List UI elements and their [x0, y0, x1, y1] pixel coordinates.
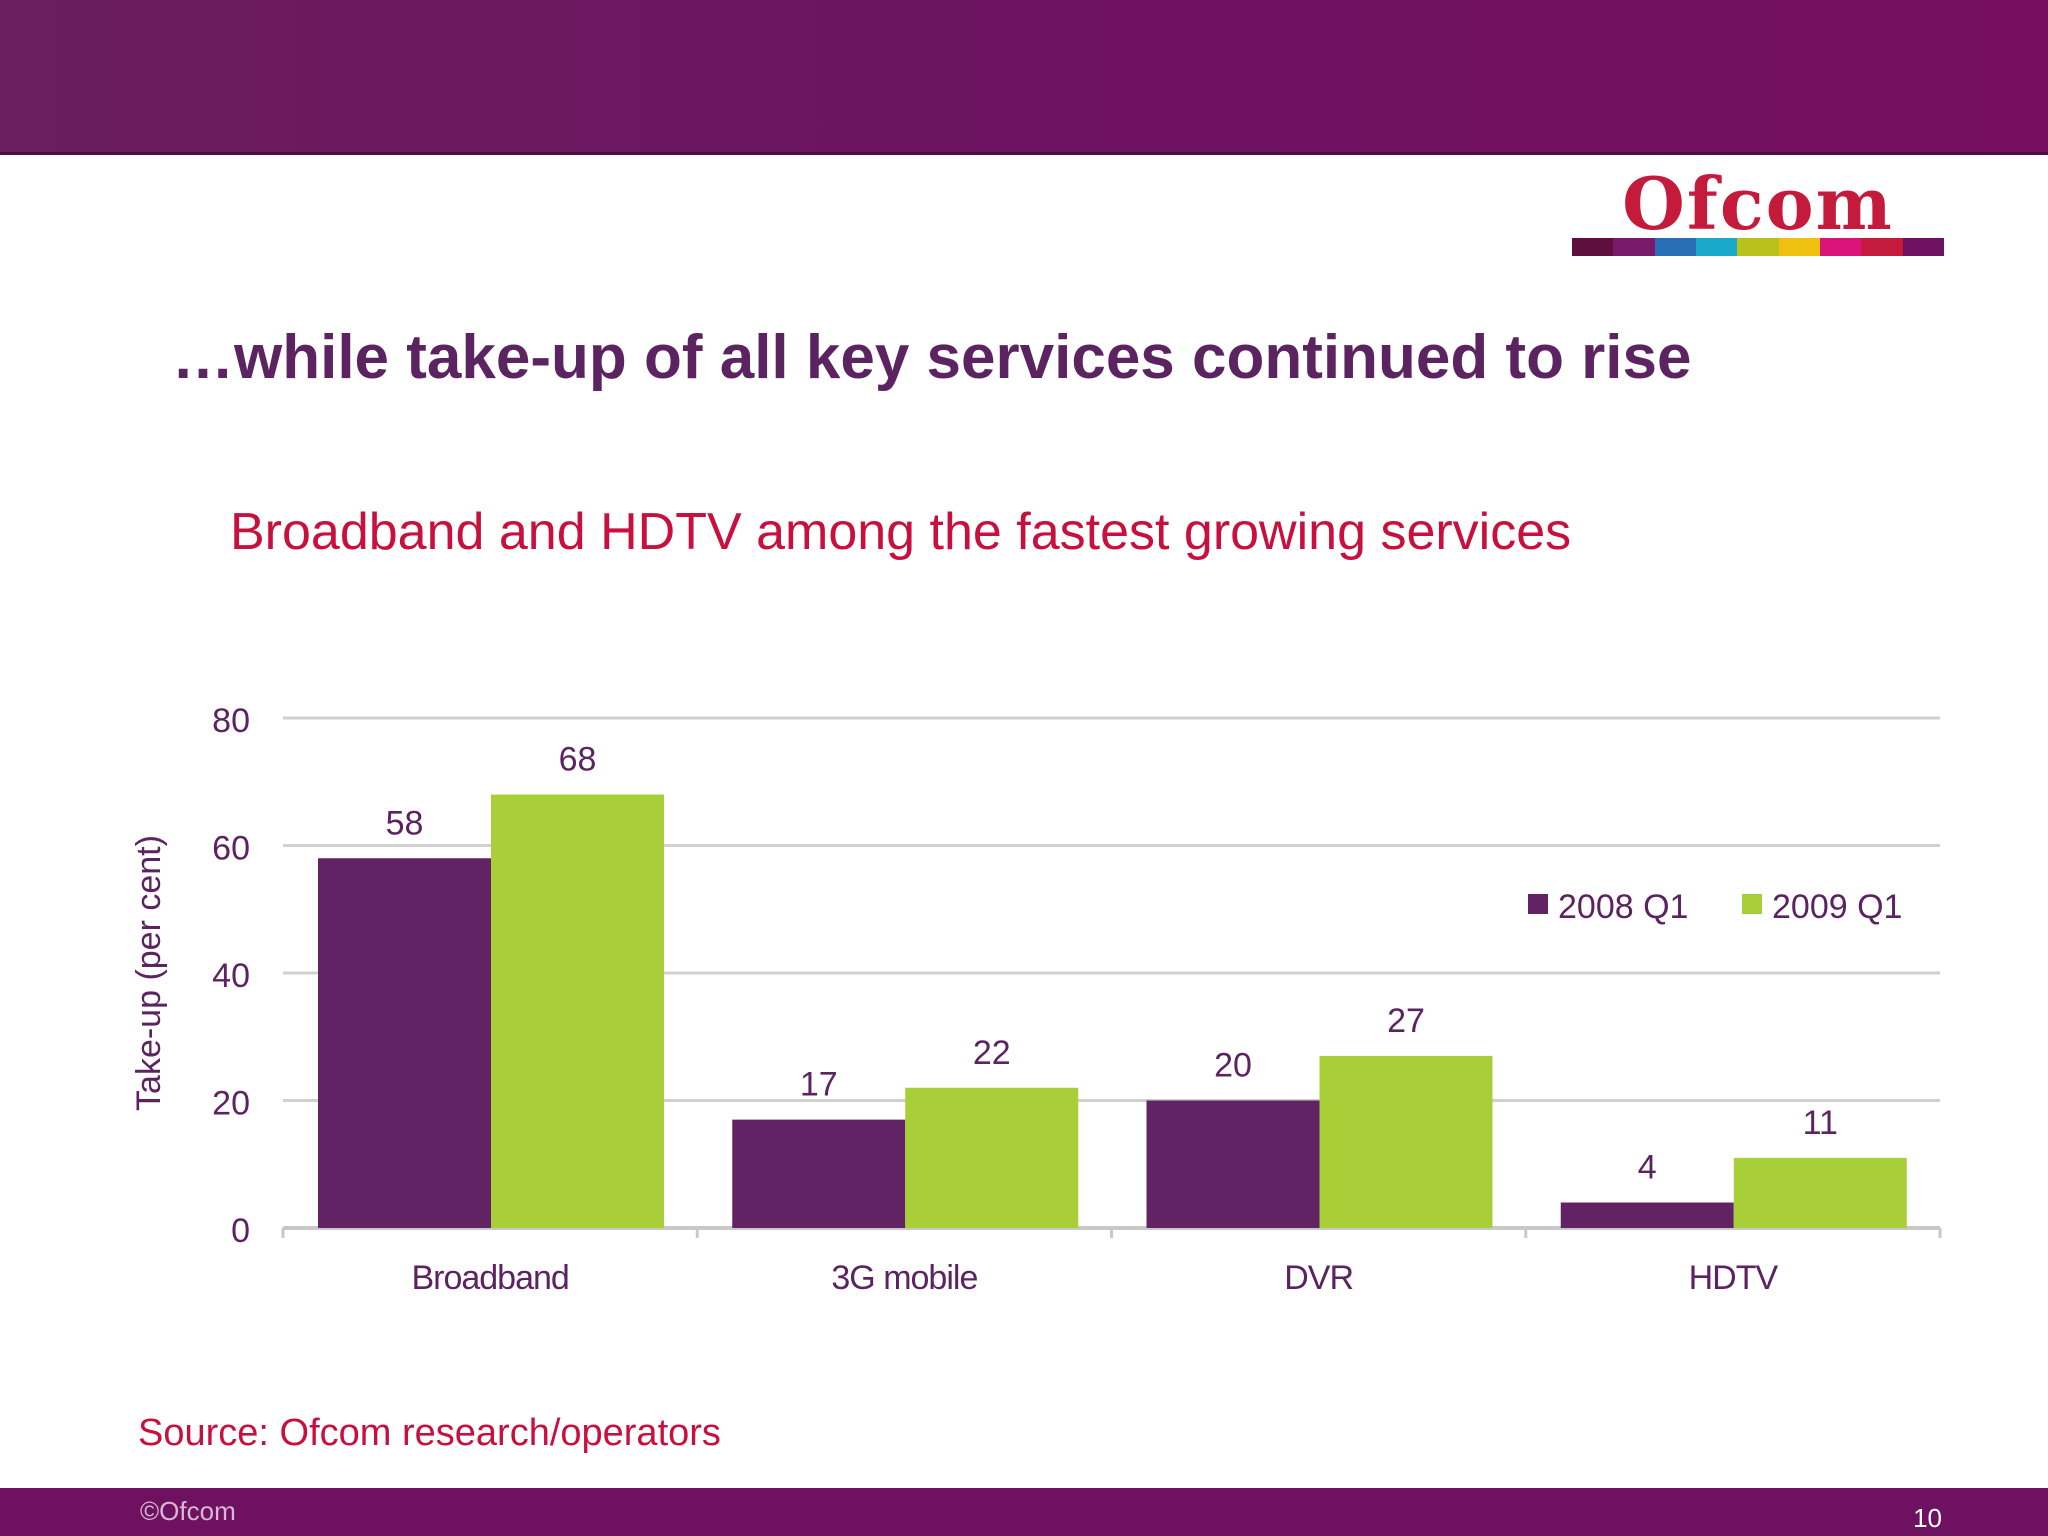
x-tick-label: DVR — [1284, 1259, 1353, 1297]
bar — [1146, 1100, 1320, 1228]
logo-strip-segment — [1613, 238, 1655, 256]
data-label: 22 — [973, 1034, 1011, 1072]
y-tick-label: 20 — [212, 1085, 250, 1123]
page-title: …while take-up of all key services conti… — [172, 323, 1692, 392]
y-tick-label: 60 — [212, 830, 250, 868]
logo-wordmark: Ofcom — [1622, 161, 1894, 246]
copyright-text: ©Ofcom — [140, 1496, 236, 1526]
data-label: 27 — [1387, 1002, 1425, 1040]
logo-strip-segment — [1861, 238, 1903, 256]
footer-band — [0, 1488, 2048, 1536]
x-tick-label: 3G mobile — [831, 1259, 977, 1297]
legend-label: 2009 Q1 — [1772, 888, 1902, 926]
bar — [1733, 1157, 1907, 1228]
logo-strip-segment — [1695, 238, 1738, 256]
logo-strip-segment — [1572, 238, 1614, 256]
header-band — [0, 0, 2048, 155]
bar — [491, 794, 664, 1228]
logo-strip-segment — [1737, 238, 1779, 256]
legend-label: 2008 Q1 — [1558, 888, 1688, 926]
legend-swatch — [1528, 894, 1548, 914]
bar — [318, 858, 491, 1228]
data-label: 4 — [1638, 1149, 1657, 1187]
y-tick-label: 40 — [212, 957, 250, 995]
x-tick-label: HDTV — [1689, 1259, 1779, 1297]
bar — [1560, 1202, 1734, 1228]
data-label: 58 — [386, 804, 424, 842]
data-label: 17 — [800, 1066, 838, 1104]
data-label: 11 — [1803, 1104, 1838, 1142]
logo-color-strip — [1572, 238, 1944, 256]
data-label: 20 — [1214, 1047, 1252, 1085]
x-tick-label: Broadband — [411, 1259, 568, 1297]
y-axis-title: Take-up (per cent) — [130, 835, 168, 1111]
legend-swatch — [1742, 894, 1762, 914]
data-label: 68 — [559, 741, 597, 779]
y-tick-label: 0 — [231, 1212, 250, 1250]
logo-strip-segment — [1902, 238, 1944, 256]
bar-chart: 0 20 40 60 80 Take-up (per cent) 58 68 Broadband… — [130, 702, 1942, 1297]
ofcom-logo: Ofcom — [1572, 164, 1944, 260]
logo-strip-segment — [1778, 238, 1820, 256]
bar — [1319, 1055, 1493, 1228]
source-note: Source: Ofcom research/operators — [138, 1412, 721, 1454]
y-tick-label: 80 — [212, 702, 250, 740]
bar — [905, 1087, 1079, 1228]
logo-strip-segment — [1819, 238, 1862, 256]
bar — [732, 1119, 906, 1228]
page-number: 10 — [1913, 1503, 1942, 1533]
logo-strip-segment — [1654, 238, 1696, 256]
chart-subtitle: Broadband and HDTV among the fastest gro… — [230, 503, 1572, 561]
